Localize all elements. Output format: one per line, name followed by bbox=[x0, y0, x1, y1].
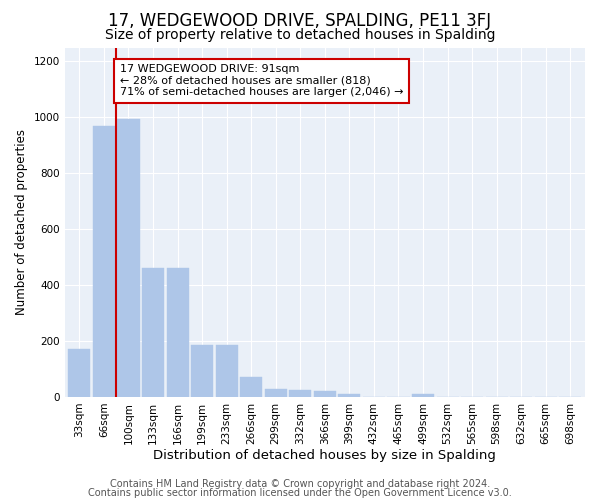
Text: Contains HM Land Registry data © Crown copyright and database right 2024.: Contains HM Land Registry data © Crown c… bbox=[110, 479, 490, 489]
Bar bbox=[240, 378, 262, 397]
Bar bbox=[265, 389, 287, 397]
Text: Size of property relative to detached houses in Spalding: Size of property relative to detached ho… bbox=[105, 28, 495, 42]
Text: 17 WEDGEWOOD DRIVE: 91sqm
← 28% of detached houses are smaller (818)
71% of semi: 17 WEDGEWOOD DRIVE: 91sqm ← 28% of detac… bbox=[120, 64, 403, 98]
Y-axis label: Number of detached properties: Number of detached properties bbox=[15, 129, 28, 315]
X-axis label: Distribution of detached houses by size in Spalding: Distribution of detached houses by size … bbox=[154, 450, 496, 462]
Bar bbox=[118, 119, 140, 397]
Bar bbox=[289, 390, 311, 397]
Bar bbox=[215, 345, 238, 397]
Bar bbox=[167, 268, 188, 397]
Bar bbox=[142, 268, 164, 397]
Bar bbox=[314, 392, 336, 397]
Bar bbox=[93, 126, 115, 397]
Bar bbox=[191, 345, 213, 397]
Text: Contains public sector information licensed under the Open Government Licence v3: Contains public sector information licen… bbox=[88, 488, 512, 498]
Bar bbox=[412, 394, 434, 397]
Bar bbox=[68, 350, 91, 397]
Text: 17, WEDGEWOOD DRIVE, SPALDING, PE11 3FJ: 17, WEDGEWOOD DRIVE, SPALDING, PE11 3FJ bbox=[109, 12, 491, 30]
Bar bbox=[338, 394, 361, 397]
